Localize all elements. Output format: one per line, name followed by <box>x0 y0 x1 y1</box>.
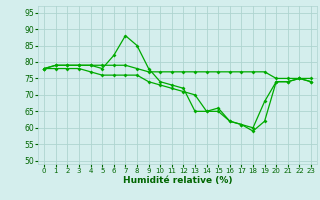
X-axis label: Humidité relative (%): Humidité relative (%) <box>123 176 232 185</box>
